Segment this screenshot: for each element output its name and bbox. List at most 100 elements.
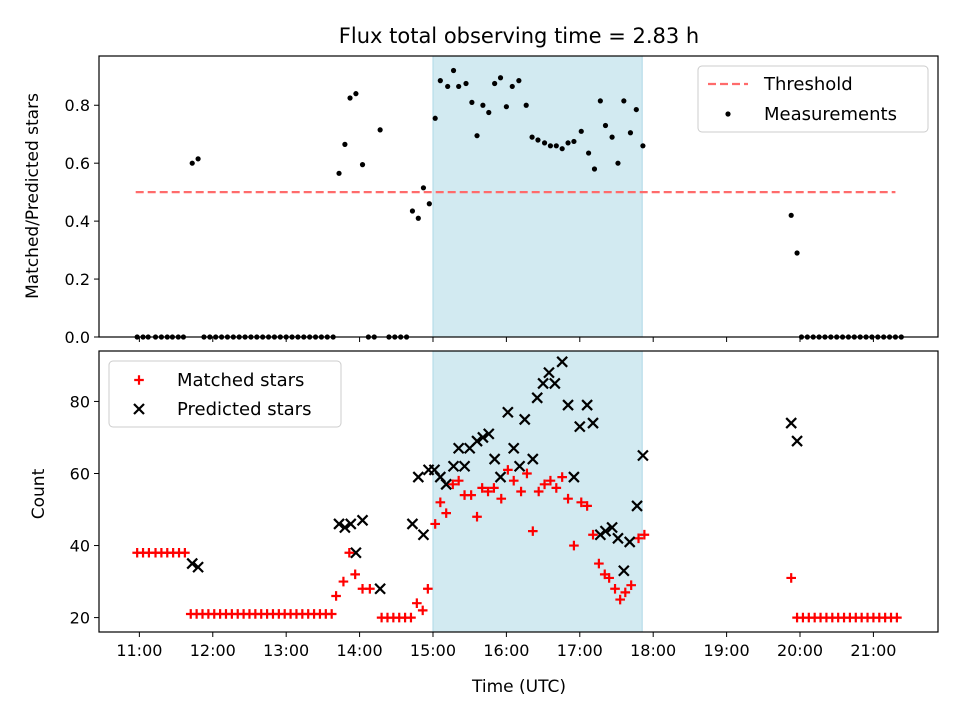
predicted-star-point (587, 417, 599, 429)
matched-star-point (331, 591, 341, 601)
matched-star-point (892, 612, 902, 623)
predicted-star-point (513, 460, 526, 473)
matched-star-point (594, 558, 604, 569)
measurement-point (195, 156, 201, 162)
matched-star-point (453, 475, 464, 486)
y-tick-label: 20 (70, 609, 90, 628)
measurement-point (516, 78, 522, 84)
top-panel: 0.0 0.2 0.4 0.6 0.8 Threshold Measurements (65, 55, 939, 347)
measurement-point (640, 143, 646, 149)
measurement-point (486, 109, 492, 116)
measurement-point (437, 78, 443, 84)
x-axis-label: Time (UTC) (471, 677, 566, 697)
predicted-star-point (471, 435, 483, 447)
matched-star-point (620, 587, 631, 598)
predicted-star-point (568, 471, 580, 483)
x-tick-label: 16:00 (483, 641, 529, 660)
measurement-point (535, 137, 541, 143)
legend-matched-label: Matched stars (177, 370, 304, 391)
matched-star-point (545, 475, 556, 486)
matched-star-point (582, 501, 592, 511)
predicted-star-point (556, 356, 568, 368)
x-tick-label: 13:00 (263, 641, 309, 660)
measurement-point (503, 104, 509, 110)
predicted-star-point (507, 442, 520, 455)
legend-matched-swatch (134, 375, 144, 385)
y-tick-label: 0.8 (65, 96, 90, 115)
measurement-point (615, 160, 621, 166)
measurement-point (609, 134, 615, 140)
predicted-star-point (791, 435, 803, 447)
predicted-star-point (537, 377, 549, 390)
matched-star-point (435, 497, 446, 508)
measurement-point (541, 140, 548, 146)
measurement-point (565, 140, 571, 146)
predicted-star-point (599, 525, 612, 537)
predicted-star-point (502, 406, 514, 419)
matched-star-point (338, 576, 349, 587)
x-tick-label: 11:00 (116, 641, 162, 660)
x-tick-label: 12:00 (190, 641, 236, 660)
measurement-point (474, 133, 480, 139)
matched-star-point (483, 486, 493, 497)
legend-box (108, 360, 342, 428)
matched-star-point (180, 547, 190, 558)
predicted-star-point (606, 521, 618, 534)
measurement-point (336, 170, 342, 176)
measurement-point (480, 102, 486, 108)
predicted-star-point (374, 582, 386, 595)
measurement-point (559, 146, 565, 152)
measurement-point (794, 250, 800, 256)
matched-star-point (588, 529, 598, 540)
measurement-point (189, 160, 195, 166)
matched-star-point (508, 475, 519, 486)
observing-window-shade (432, 55, 643, 338)
predicted-star-point (412, 471, 425, 483)
matched-star-point (466, 490, 476, 500)
predicted-star-point (333, 518, 345, 530)
legend-predicted-swatch (133, 403, 145, 415)
predicted-star-point (543, 366, 555, 379)
measurement-point (627, 130, 634, 136)
x-tick-label: 18:00 (630, 641, 676, 660)
predicted-star-point (527, 453, 539, 465)
matched-star-point (539, 479, 550, 490)
matched-star-point (496, 493, 507, 504)
measurement-point (409, 208, 416, 214)
x-tick-label: 19:00 (704, 641, 750, 660)
matched-star-point (522, 468, 532, 479)
predicted-star-point (574, 420, 586, 433)
matched-star-point (350, 569, 360, 580)
measurement-point (432, 115, 438, 121)
predicted-star-point (623, 536, 636, 548)
matched-star-point (441, 508, 451, 518)
matched-star-point (489, 483, 499, 493)
y-tick-label: 0.4 (65, 212, 90, 231)
matched-star-point (528, 526, 538, 536)
matched-star-point (557, 472, 567, 482)
matched-star-point (365, 583, 375, 594)
measurement-point (445, 83, 451, 90)
predicted-star-point (518, 413, 531, 426)
measurement-point (377, 127, 383, 133)
measurement-point (586, 150, 592, 156)
x-tick-label: 15:00 (410, 641, 456, 660)
matched-star-point (430, 519, 440, 529)
matched-star-point (423, 583, 433, 594)
bottom-y-axis-label: Count (29, 468, 49, 519)
predicted-star-point (562, 399, 574, 411)
predicted-star-point (186, 557, 198, 570)
predicted-star-point (637, 449, 649, 462)
matched-star-point (472, 511, 482, 522)
measurement-point (450, 67, 457, 74)
legend-threshold-label: Threshold (763, 74, 853, 95)
x-tick-label: 21:00 (850, 641, 896, 660)
measurement-point (347, 95, 353, 101)
measurement-point (529, 134, 535, 140)
measurement-point (602, 122, 609, 129)
predicted-star-point (612, 532, 624, 545)
matched-star-point (610, 583, 620, 594)
matched-star-point (576, 497, 587, 508)
matched-star-point (563, 493, 573, 504)
measurement-point (788, 212, 794, 218)
